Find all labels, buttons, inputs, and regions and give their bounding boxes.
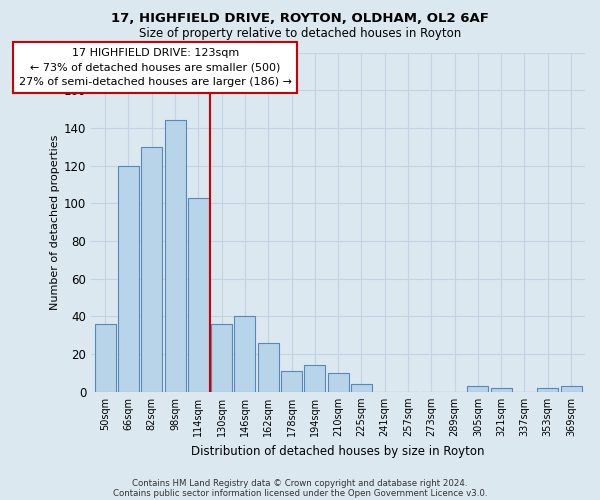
Bar xyxy=(281,371,302,392)
Bar xyxy=(141,147,162,392)
Bar xyxy=(95,324,116,392)
Text: 17, HIGHFIELD DRIVE, ROYTON, OLDHAM, OL2 6AF: 17, HIGHFIELD DRIVE, ROYTON, OLDHAM, OL2… xyxy=(111,12,489,26)
Text: 17 HIGHFIELD DRIVE: 123sqm
← 73% of detached houses are smaller (500)
27% of sem: 17 HIGHFIELD DRIVE: 123sqm ← 73% of deta… xyxy=(19,48,292,88)
Bar xyxy=(537,388,558,392)
Bar xyxy=(304,366,325,392)
Bar xyxy=(328,373,349,392)
Text: Contains public sector information licensed under the Open Government Licence v3: Contains public sector information licen… xyxy=(113,488,487,498)
Text: Contains HM Land Registry data © Crown copyright and database right 2024.: Contains HM Land Registry data © Crown c… xyxy=(132,478,468,488)
Text: Size of property relative to detached houses in Royton: Size of property relative to detached ho… xyxy=(139,28,461,40)
Y-axis label: Number of detached properties: Number of detached properties xyxy=(50,134,60,310)
Bar xyxy=(235,316,256,392)
Bar xyxy=(351,384,372,392)
Bar xyxy=(560,386,581,392)
Bar xyxy=(164,120,185,392)
Bar xyxy=(491,388,512,392)
Bar xyxy=(211,324,232,392)
Bar xyxy=(258,343,278,392)
Bar xyxy=(188,198,209,392)
Bar xyxy=(118,166,139,392)
X-axis label: Distribution of detached houses by size in Royton: Distribution of detached houses by size … xyxy=(191,444,485,458)
Bar xyxy=(467,386,488,392)
